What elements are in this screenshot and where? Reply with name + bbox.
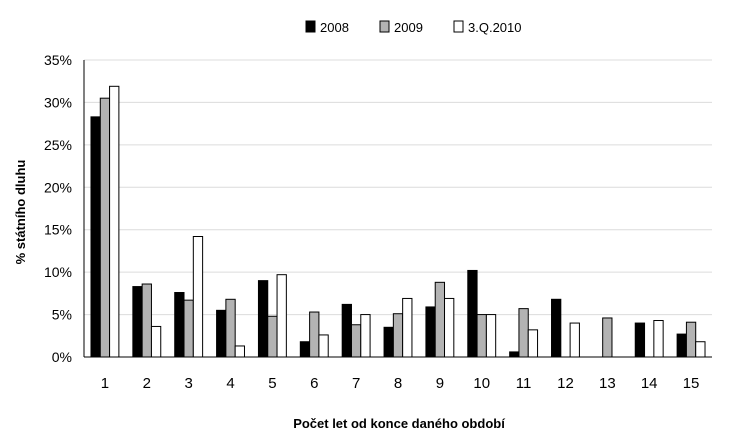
legend-label: 3.Q.2010	[468, 20, 522, 35]
x-axis-title: Počet let od konce daného období	[293, 416, 505, 431]
y-tick-label: 15%	[44, 222, 72, 238]
bar-2008-10	[467, 269, 478, 358]
y-tick-label: 30%	[44, 94, 72, 110]
x-tick-label: 3	[184, 375, 192, 392]
bar-2009-11	[518, 308, 529, 358]
bar-2008-3	[174, 292, 185, 358]
x-tick-label: 8	[394, 375, 402, 392]
x-tick-label: 1	[101, 375, 109, 392]
bar-2009-6	[309, 311, 320, 358]
bar-2008-1	[90, 116, 101, 358]
bar-2009-5	[267, 315, 278, 358]
legend: 2008 2009 3.Q.2010	[305, 20, 522, 35]
bar-2008-5	[257, 280, 269, 358]
bar-3-Q-2010-4	[234, 345, 245, 358]
bar-3-Q-2010-6	[318, 334, 329, 358]
bar-2009-2	[141, 283, 152, 358]
legend-label: 2009	[394, 20, 423, 35]
x-tick-label: 9	[436, 375, 444, 392]
x-tick-label: 11	[516, 375, 532, 392]
y-axis-title: % státního dluhu	[13, 160, 28, 265]
bar-3-Q-2010-3	[192, 236, 204, 358]
gridlines	[84, 59, 712, 316]
y-tick-label: 0%	[52, 349, 72, 365]
x-tick-label: 13	[599, 375, 616, 392]
y-tick-label: 5%	[52, 307, 72, 323]
x-tick-label: 10	[473, 375, 490, 392]
bar-2008-9	[425, 306, 436, 358]
x-tick-labels: 1 2 3 4 5 6 7 8 9 10 11 12 13 14 15	[101, 375, 700, 392]
y-tick-label: 20%	[44, 179, 72, 195]
bar-2009-9	[434, 281, 446, 358]
bar-2008-2	[132, 286, 143, 358]
bar-2009-1	[99, 97, 111, 358]
bar-3-Q-2010-15	[695, 341, 706, 358]
bar-2008-15	[676, 333, 687, 358]
bar-3-Q-2010-1	[109, 85, 120, 358]
bar-3-Q-2010-9	[444, 297, 455, 358]
bar-3-Q-2010-5	[276, 274, 287, 358]
x-tick-label: 15	[683, 375, 700, 392]
x-tick-label: 14	[641, 375, 658, 392]
y-tick-label: 10%	[44, 264, 72, 280]
y-tick-label: 35%	[44, 52, 72, 68]
bar-2009-15	[685, 321, 697, 358]
bar-2009-4	[225, 298, 236, 358]
legend-swatch	[305, 20, 316, 33]
x-tick-label: 12	[557, 375, 574, 392]
y-tick-labels: 0% 5% 10% 15% 20% 25% 30% 35%	[44, 52, 72, 365]
bar-3-Q-2010-7	[360, 314, 371, 358]
bar-2008-7	[341, 303, 352, 358]
x-tick-label: 4	[226, 375, 234, 392]
legend-label: 2008	[320, 20, 349, 35]
axes	[83, 60, 712, 358]
x-tick-label: 5	[268, 375, 276, 392]
bar-2008-6	[299, 341, 311, 358]
legend-swatch	[453, 20, 464, 33]
bar-2008-12	[551, 298, 562, 358]
bar-2008-4	[216, 309, 227, 358]
bar-2009-13	[602, 317, 613, 358]
bar-2009-8	[392, 313, 404, 358]
bars	[90, 85, 706, 358]
bar-2009-7	[350, 324, 362, 358]
bar-3-Q-2010-14	[653, 320, 664, 358]
legend-swatch	[379, 20, 390, 33]
x-tick-label: 7	[352, 375, 360, 392]
bar-3-Q-2010-10	[485, 314, 497, 358]
bar-3-Q-2010-8	[402, 297, 413, 358]
bar-2009-10	[476, 314, 487, 358]
bar-3-Q-2010-11	[527, 329, 539, 358]
bar-3-Q-2010-2	[150, 325, 162, 358]
bar-2008-14	[634, 322, 646, 358]
bar-2009-3	[183, 299, 194, 358]
bar-2008-11	[509, 351, 520, 358]
bar-3-Q-2010-12	[569, 322, 580, 358]
bar-2008-8	[383, 326, 394, 358]
y-tick-label: 25%	[44, 137, 72, 153]
x-tick-label: 6	[310, 375, 318, 392]
x-tick-label: 2	[143, 375, 151, 392]
